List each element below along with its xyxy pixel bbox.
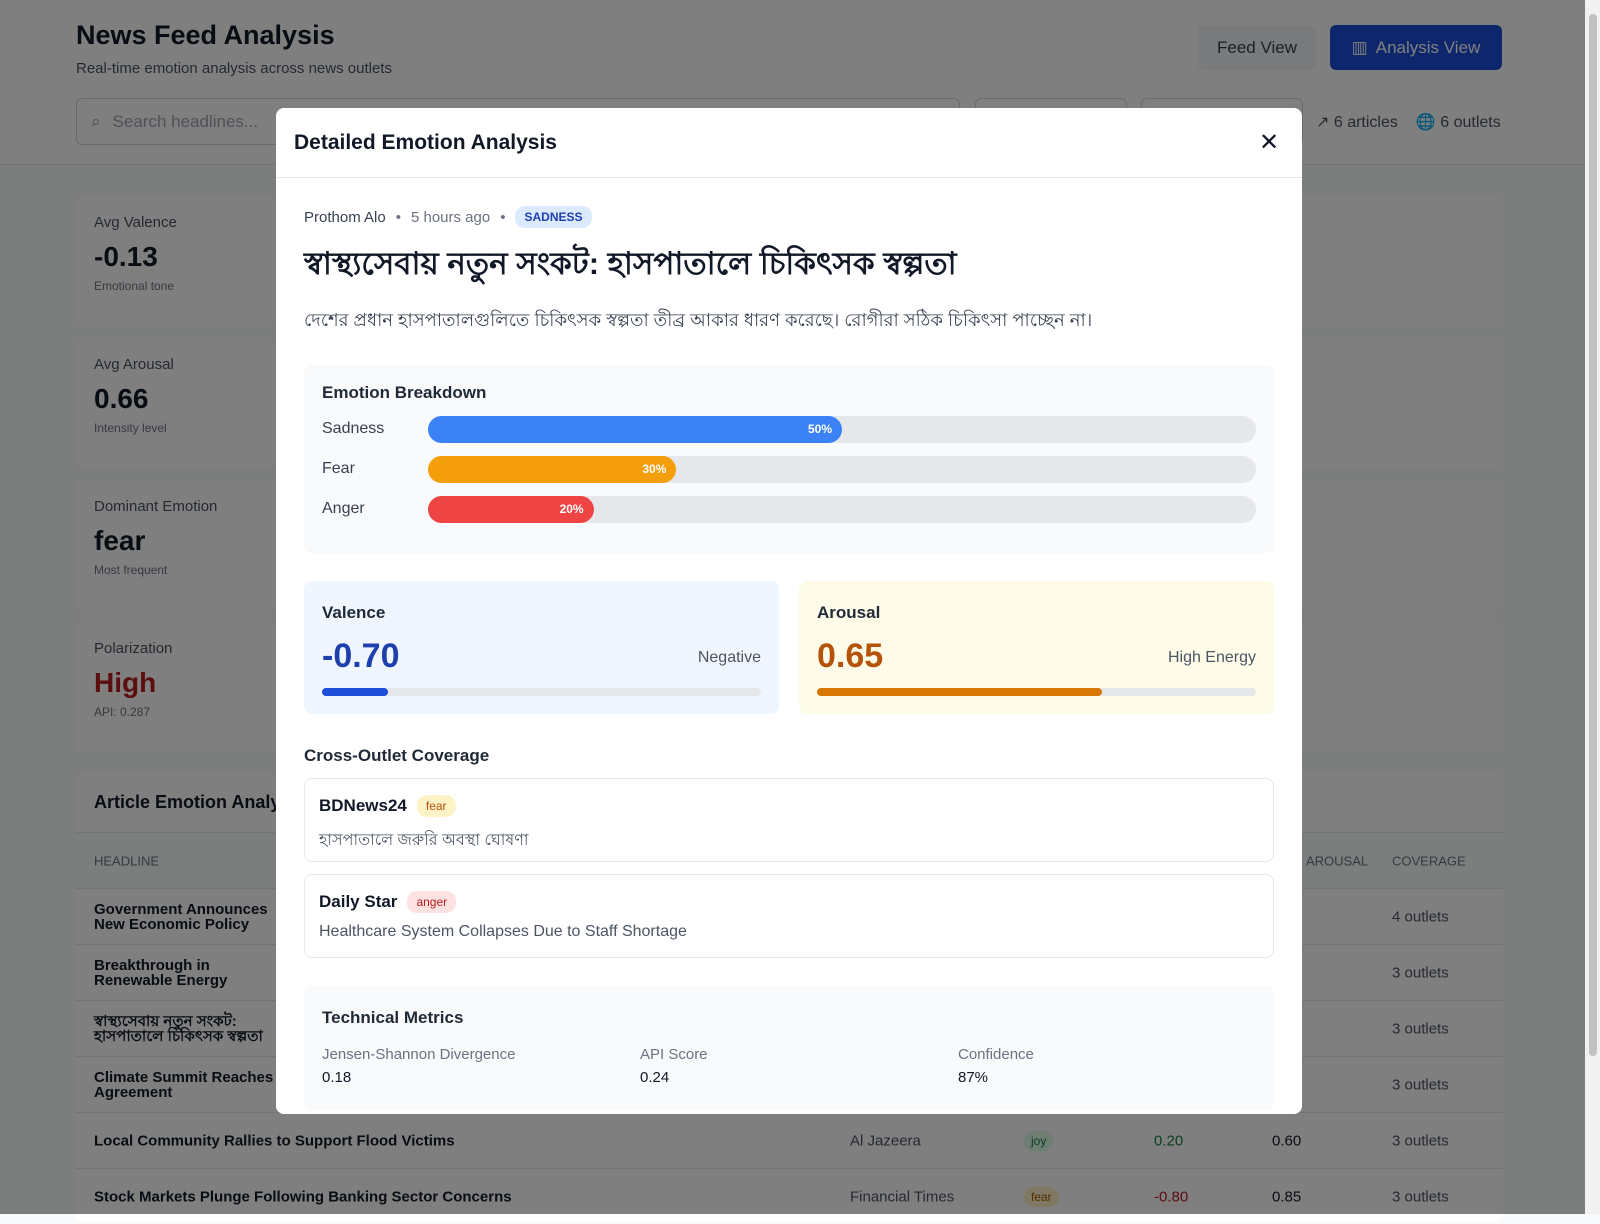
arousal-label: Arousal (817, 603, 881, 622)
emotion-row: Sadness 50% (322, 415, 1256, 443)
article-time: 5 hours ago (410, 208, 491, 226)
valence-value: -0.70 (322, 637, 400, 675)
valence-bar-fill (322, 688, 388, 696)
coverage-outlet: BDNews24 (319, 796, 407, 815)
emotion-bar: 20% (428, 495, 1256, 523)
emotion-bar-fill: 50% (428, 415, 842, 443)
metric: Confidence 87% (958, 1046, 1276, 1086)
scrollbar-thumb[interactable] (1589, 14, 1597, 1056)
article-description: দেশের প্রধান হাসপাতালগুলিতে চিকিৎসক স্বল… (304, 310, 1093, 330)
coverage-emotion-tag: anger (407, 891, 457, 913)
article-source: Prothom Alo (304, 208, 386, 226)
emotion-name: Fear (322, 460, 355, 477)
emotion-row: Anger 20% (322, 495, 1256, 523)
valence-tag: Negative (697, 649, 761, 666)
metric-value: 0.18 (322, 1069, 352, 1086)
coverage-outlet: Daily Star (319, 892, 398, 911)
arousal-bar-fill (817, 688, 1103, 696)
valence-label: Valence (322, 603, 386, 622)
arousal-bar (817, 688, 1256, 696)
tech-title: Technical Metrics (322, 1008, 464, 1027)
arousal-card: Arousal 0.65 High Energy (799, 581, 1274, 714)
coverage-title: Cross-Outlet Coverage (304, 746, 490, 765)
valence-card: Valence -0.70 Negative (304, 581, 779, 714)
metric-label: Jensen-Shannon Divergence (322, 1046, 516, 1063)
coverage-headline: Healthcare System Collapses Due to Staff… (319, 923, 687, 940)
metric-label: Confidence (958, 1046, 1034, 1063)
scrollbar[interactable] (1585, 0, 1600, 1214)
emotion-name: Anger (322, 500, 365, 517)
close-icon[interactable]: ✕ (1258, 129, 1280, 156)
valence-bar (322, 688, 761, 696)
emotion-badge: SADNESS (515, 206, 592, 228)
metric-value: 87% (958, 1069, 989, 1086)
emotion-bar-fill: 30% (428, 455, 677, 483)
coverage-item[interactable]: BDNews24 fear হাসপাতালে জরুরি অবস্থা ঘোষণ… (304, 778, 1274, 862)
metric: Jensen-Shannon Divergence 0.18 (322, 1046, 640, 1086)
emotion-bar-fill: 20% (428, 495, 594, 523)
emotion-analysis-modal: Detailed Emotion Analysis ✕ Prothom Alo •… (276, 108, 1302, 1114)
arousal-value: 0.65 (817, 637, 884, 675)
emotion-breakdown: Emotion Breakdown Sadness 50% Fear 30% Ang… (304, 365, 1274, 553)
breakdown-title: Emotion Breakdown (322, 383, 487, 402)
emotion-bar: 30% (428, 455, 1256, 483)
technical-metrics: Technical Metrics Jensen-Shannon Diverge… (304, 986, 1274, 1110)
metric: API Score 0.24 (640, 1046, 958, 1086)
coverage-item[interactable]: Daily Star anger Healthcare System Collap… (304, 874, 1274, 958)
arousal-tag: High Energy (1167, 649, 1256, 666)
coverage-emotion-tag: fear (416, 795, 456, 817)
article-headline: স্বাস্থ্যসেবায় নতুন সংকট: হাসপাতালে চিক… (304, 246, 957, 281)
emotion-row: Fear 30% (322, 455, 1256, 483)
emotion-bar: 50% (428, 415, 1256, 443)
metric-value: 0.24 (640, 1069, 670, 1086)
coverage-headline: হাসপাতালে জরুরি অবস্থা ঘোষণা (319, 832, 529, 849)
metric-label: API Score (640, 1046, 708, 1063)
modal-title: Detailed Emotion Analysis (294, 130, 557, 154)
emotion-name: Sadness (322, 420, 385, 437)
